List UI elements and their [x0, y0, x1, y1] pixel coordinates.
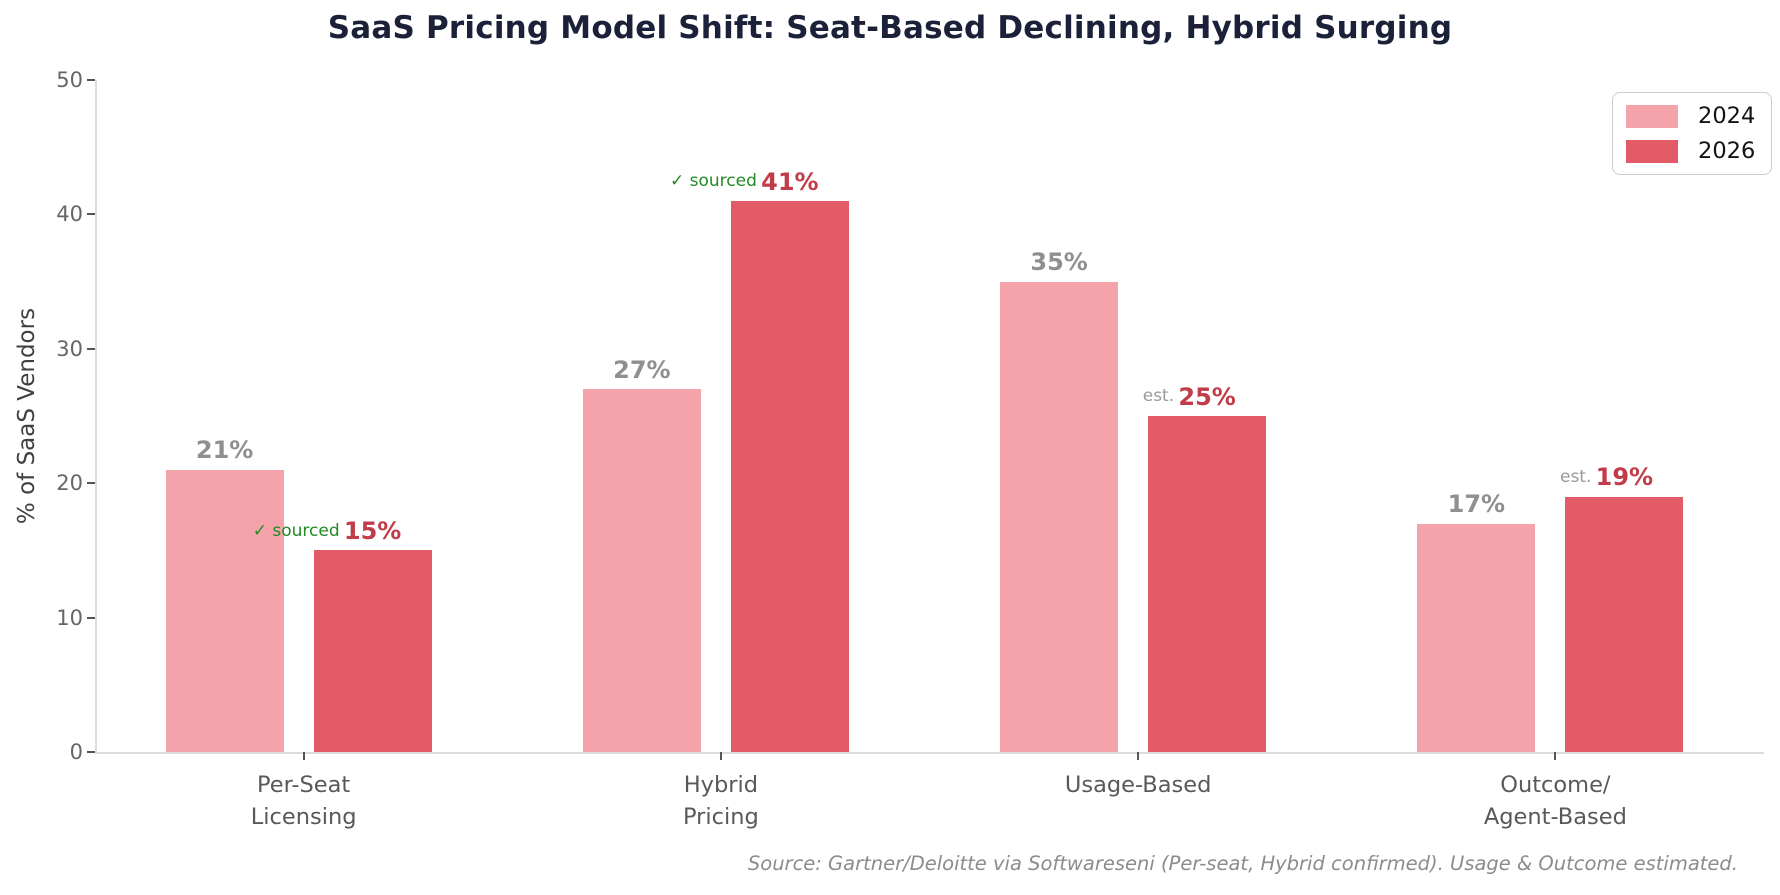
x-tick-mark [302, 752, 305, 760]
bar-2024-per-seat [165, 469, 284, 752]
value-label-2026-hybrid: 41% [761, 167, 819, 196]
legend-entry-2026: 2026 [1626, 138, 1755, 164]
x-tick-label: Per-Seat Licensing [250, 772, 357, 830]
bar-2024-outcome [1417, 523, 1536, 752]
x-axis-spine [95, 752, 1764, 754]
value-label-2024-hybrid: 27% [613, 355, 671, 384]
value-label-2024-outcome: 17% [1447, 490, 1506, 519]
y-tick-mark [87, 79, 95, 81]
y-tick-label: 50 [56, 68, 83, 92]
legend-label: 2026 [1698, 138, 1756, 164]
bar-2024-usage-based [1000, 281, 1119, 752]
annotation-est-outcome: est. [1559, 466, 1592, 487]
y-tick-mark [87, 213, 95, 216]
y-axis-spine [95, 80, 97, 752]
y-tick-mark [87, 482, 95, 485]
value-label-2024-per-seat: 21% [195, 436, 254, 465]
y-tick-mark [87, 751, 95, 753]
bar-2026-usage-based [1148, 416, 1267, 752]
chart-title: SaaS Pricing Model Shift: Seat-Based Dec… [327, 10, 1453, 46]
x-tick-mark [1137, 752, 1140, 760]
source-note: Source: Gartner/Deloitte via Softwaresen… [747, 852, 1738, 875]
bar-2026-outcome [1565, 496, 1684, 752]
x-tick-label: Hybrid Pricing [682, 772, 759, 830]
value-label-2026-per-seat: 15% [343, 517, 402, 546]
legend-label: 2024 [1698, 103, 1756, 129]
y-tick-label: 30 [56, 336, 83, 361]
bar-2026-hybrid [730, 200, 849, 752]
value-label-2026-outcome: 19% [1595, 463, 1654, 492]
legend: 2024 2026 [1612, 92, 1773, 175]
annotation-est-usage-based: est. [1142, 386, 1175, 407]
y-tick-mark [87, 347, 95, 350]
legend-swatch-2024 [1626, 104, 1678, 128]
y-tick-label: 20 [56, 471, 83, 496]
y-tick-label: 10 [56, 605, 83, 630]
y-tick-label: 40 [56, 202, 83, 227]
annotation-sourced-per-seat: ✓ sourced [252, 520, 340, 541]
x-tick-mark [1554, 752, 1557, 760]
legend-entry-2024: 2024 [1626, 103, 1755, 129]
legend-swatch-2026 [1626, 139, 1678, 163]
value-label-2024-usage-based: 35% [1030, 248, 1088, 277]
x-tick-label: Outcome/ Agent-Based [1483, 772, 1627, 830]
annotation-sourced-hybrid: ✓ sourced [669, 171, 757, 192]
y-tick-mark [87, 616, 95, 619]
plot-area: 0 10 20 30 40 50 Per-Seat Licensing 21% 15% ✓ sou… [56, 68, 1764, 830]
y-tick-label: 0 [69, 740, 83, 764]
bar-2026-per-seat [313, 550, 432, 752]
bar-2024-hybrid [582, 389, 701, 752]
x-tick-mark [719, 752, 722, 760]
x-tick-label: Usage-Based [1064, 772, 1212, 798]
value-label-2026-usage-based: 25% [1178, 382, 1236, 411]
